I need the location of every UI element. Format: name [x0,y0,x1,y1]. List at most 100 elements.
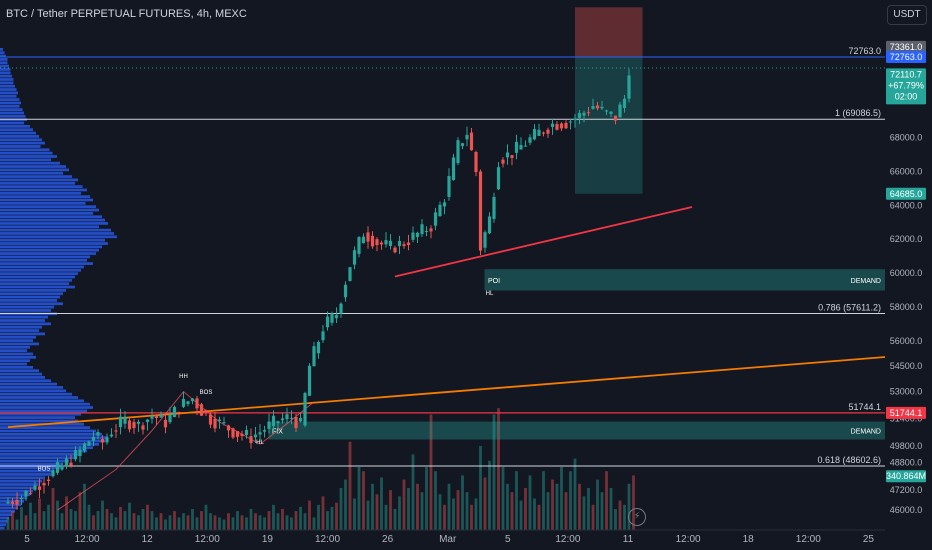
candle-body [240,433,244,436]
volume-profile-bar [0,503,21,506]
candle-body [172,406,177,417]
volume-bar [227,513,230,530]
volume-profile-bar [0,339,33,342]
candle-body [100,438,105,443]
volume-bar [384,504,388,530]
candle-body [361,236,366,244]
tradingview-logo-icon: ⚡ [628,508,646,526]
volume-profile-bar [0,255,90,259]
volume-profile-bar [0,121,24,125]
candle-body [357,237,361,254]
stop-loss-zone [575,7,643,58]
volume-profile-bar [0,168,69,172]
volume-profile-bar [0,325,42,329]
volume-profile-bar [0,245,102,249]
time-tick-label: 19 [262,534,274,545]
candle-body [6,501,10,504]
volume-bar [6,517,10,530]
take-profit-zone [575,57,643,194]
volume-bar [173,511,176,530]
candle-body [42,483,46,486]
volume-profile-bar [0,232,114,235]
candle-body [429,228,433,232]
candle-body [370,235,375,247]
volume-bar [510,492,514,530]
volume-bar [564,492,568,530]
candle-body [564,122,568,129]
volume-bar [155,517,158,530]
volume-bar [398,496,401,530]
candle-body [294,416,298,429]
volume-bar [609,488,613,530]
candle-body [537,129,541,136]
volume-profile-bar [0,412,81,416]
volume-bar [600,492,604,530]
structure-label: HL [486,291,494,297]
volume-profile-bar [0,463,63,466]
candle-body [604,110,609,112]
price-tick-label: 54500.0 [890,361,923,371]
volume-profile-bar [0,496,27,500]
volume-bar [443,504,446,530]
volume-profile-bar [0,131,36,135]
currency-selector[interactable]: USDT [887,5,927,25]
volume-bar [497,408,500,530]
candle-body [10,501,15,504]
volume-profile-bar [0,382,57,386]
price-tick-label: 48800.0 [890,458,923,468]
volume-bar [569,471,572,530]
volume-bar [474,498,478,530]
candle-body [402,244,406,247]
volume-profile-bar [0,171,63,175]
candle-body [69,462,73,466]
level-label: 51744.1 [848,402,881,412]
volume-profile-bar [0,175,72,178]
volume-bar [141,509,145,530]
candle-body [105,437,109,443]
volume-profile-bar [0,319,45,322]
price-tick-label: 60000.0 [890,268,923,278]
volume-profile-bar [0,161,60,165]
volume-bar [285,515,289,530]
volume-bar [245,517,248,530]
volume-profile-bar [0,185,83,188]
volume-bar [204,504,208,530]
volume-profile-bar [0,181,75,185]
candle-body [411,232,415,240]
demand-zone [484,269,886,291]
volume-profile-bar [0,212,93,215]
candle-body [478,171,483,251]
volume-profile-bar [0,379,51,383]
volume-bar [587,488,590,530]
candle-body [465,134,469,140]
volume-bar [258,515,262,530]
candle-body [555,124,559,130]
volume-profile-bar [0,489,33,493]
time-tick-label: 18 [743,534,755,545]
volume-profile-bar [0,51,5,55]
volume-bar [69,509,73,530]
time-tick-label: 26 [382,534,394,545]
volume-profile-bar [0,396,78,399]
volume-profile-bar [0,205,96,209]
candle-body [307,365,312,396]
volume-bar [222,519,226,530]
volume-bar [366,500,370,530]
volume-bar [425,467,428,530]
volume-profile-bar [0,439,105,443]
volume-profile-bar [0,71,11,75]
volume-bar [542,471,545,530]
volume-profile-bar [0,272,78,276]
volume-profile-bar [0,322,51,326]
price-badge [886,68,926,105]
level-label: 0.786 (57611.2) [818,303,881,313]
volume-bar [465,492,469,530]
candle-body [55,462,60,473]
volume-profile-bar [0,473,51,476]
price-tick-label: 53000.0 [890,387,923,397]
volume-bar [263,517,266,530]
candle-body [298,417,303,422]
